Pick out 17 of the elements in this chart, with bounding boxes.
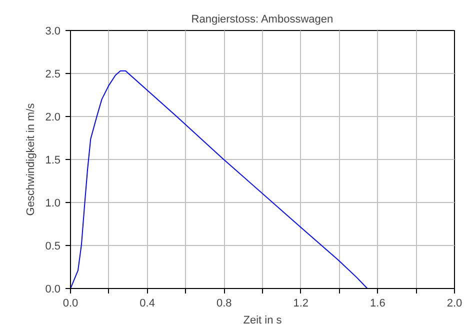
- x-tick-label: 0.0: [62, 298, 78, 310]
- x-axis-title: Zeit in s: [243, 314, 282, 326]
- x-tick-label: 1.6: [370, 298, 386, 310]
- y-tick-label: 1.5: [45, 154, 61, 166]
- y-tick-label: 3.0: [45, 26, 61, 38]
- y-tick-label: 0.0: [45, 284, 61, 296]
- chart-title: Rangierstoss: Ambosswagen: [191, 14, 334, 26]
- y-tick-label: 0.5: [45, 240, 61, 252]
- x-tick-label: 0.8: [216, 298, 232, 310]
- line-series: [70, 70, 368, 288]
- y-tick-label: 1.0: [45, 198, 61, 210]
- x-tick-label: 0.4: [140, 298, 155, 310]
- y-tick-label: 2.0: [45, 112, 61, 124]
- y-axis-title: Geschwindigkeit in m/s: [25, 102, 38, 216]
- x-tick-label: 1.2: [293, 298, 309, 310]
- x-tick-label: 2.0: [446, 298, 462, 310]
- y-tick-label: 2.5: [45, 68, 61, 80]
